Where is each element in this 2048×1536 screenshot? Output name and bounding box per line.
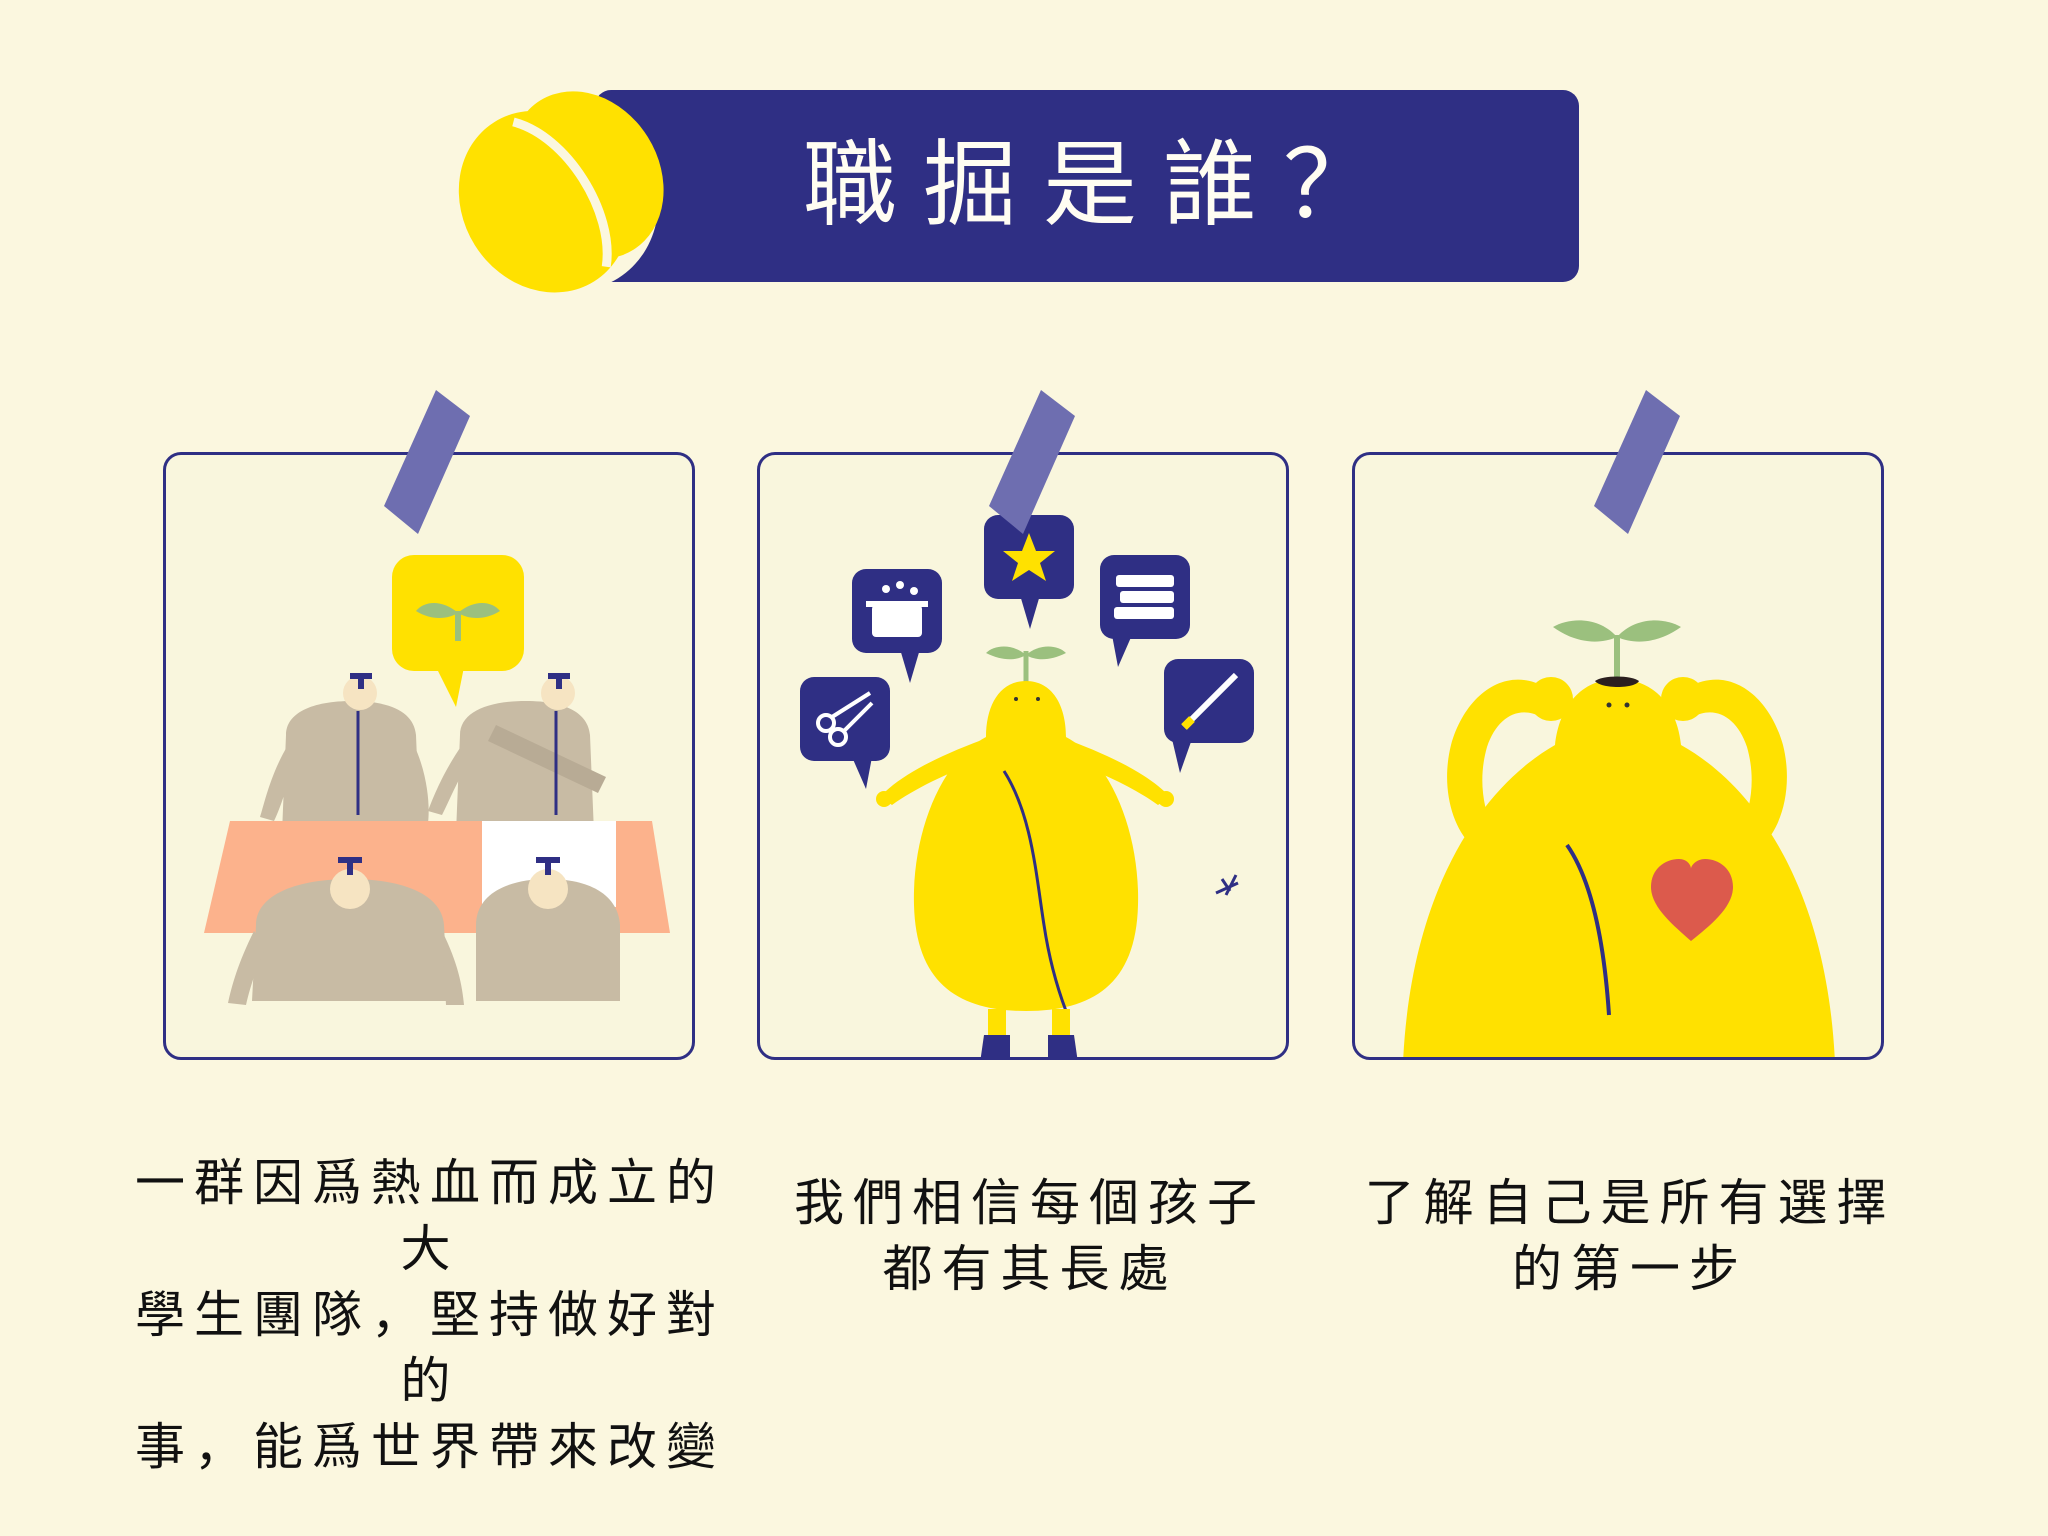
- page-title: 職掘是誰？: [802, 131, 1403, 240]
- team-illustration: [204, 555, 670, 1005]
- tape-1: [384, 390, 470, 534]
- panel-strengths: [757, 452, 1289, 1060]
- title-banner: 職掘是誰？: [445, 89, 1579, 293]
- caption-line: 事，能爲世界帶來改變: [135, 1418, 725, 1476]
- caption-team: 一群因爲熱血而成立的大 學生團隊，堅持做好對的 事，能爲世界帶來改變: [120, 1150, 740, 1480]
- paintbrush-icon: [1164, 659, 1254, 773]
- caption-line: 的第一步: [1512, 1240, 1748, 1298]
- caption-line: 我們相信每個孩子: [794, 1174, 1266, 1232]
- bean-logo-icon: [458, 89, 664, 293]
- panel-team: [163, 452, 695, 1060]
- caption-line: 學生團隊，堅持做好對的: [135, 1286, 725, 1410]
- tape-2: [989, 390, 1075, 534]
- strengths-illustration: [800, 515, 1254, 1057]
- banner-background: [595, 90, 1579, 282]
- tape-3: [1594, 390, 1680, 534]
- books-icon: [1100, 555, 1190, 667]
- scissors-icon: [800, 677, 890, 789]
- caption-line: 一群因爲熱血而成立的大: [135, 1154, 725, 1278]
- heart-icon: [1651, 859, 1733, 941]
- self-knowledge-illustration: [1403, 620, 1835, 1057]
- star-icon: [984, 515, 1074, 629]
- pot-icon: [852, 569, 942, 683]
- caption-line: 了解自己是所有選擇: [1364, 1174, 1896, 1232]
- panel-self-knowledge: [1352, 452, 1884, 1060]
- caption-self-knowledge: 了解自己是所有選擇 的第一步: [1320, 1170, 1940, 1302]
- caption-line: 都有其長處: [882, 1240, 1178, 1298]
- caption-strengths: 我們相信每個孩子 都有其長處: [760, 1170, 1300, 1302]
